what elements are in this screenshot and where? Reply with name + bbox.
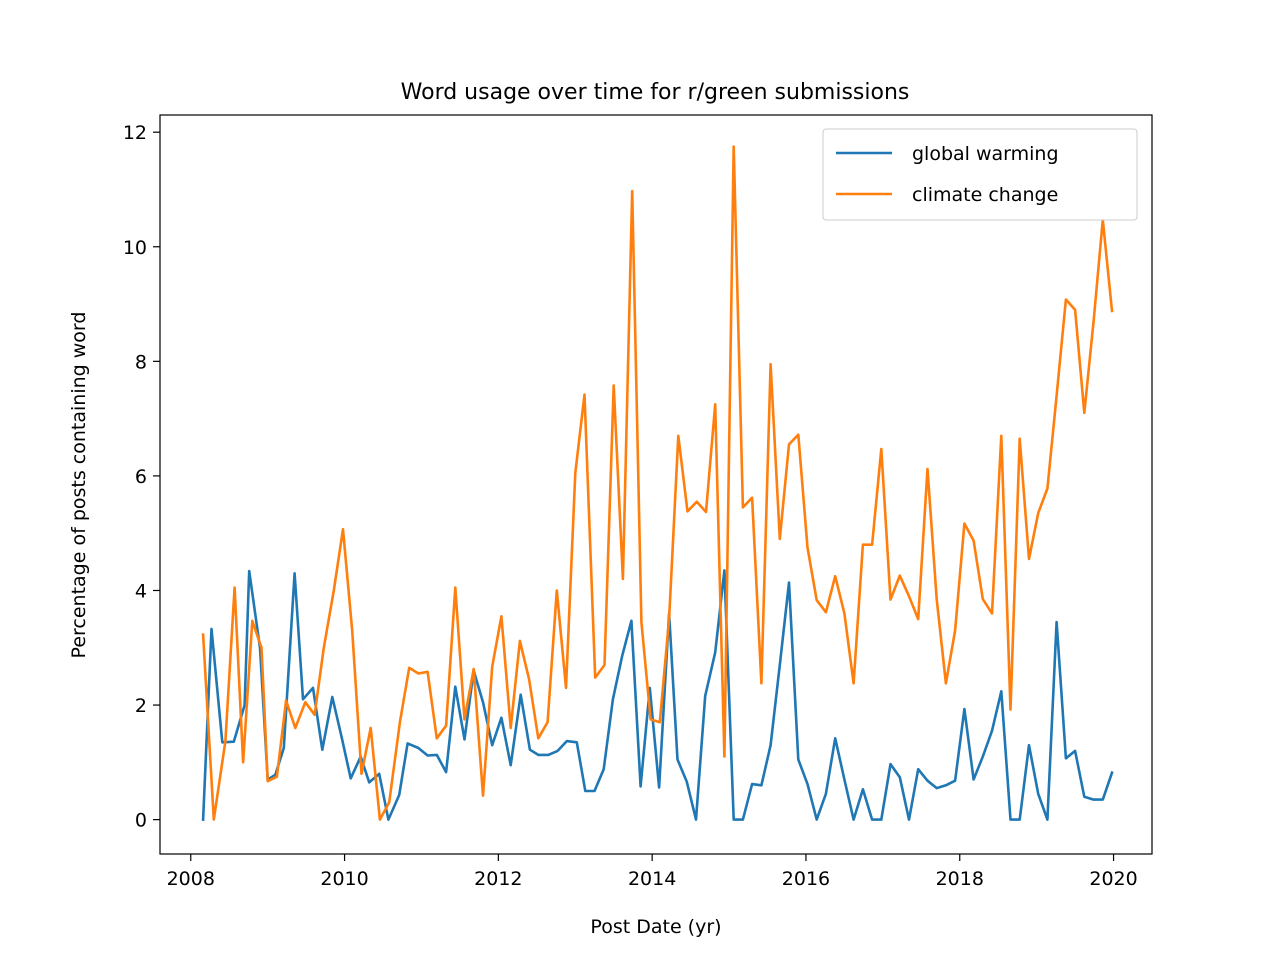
y-tick-label: 8 <box>135 351 147 373</box>
x-tick-label: 2018 <box>936 868 984 890</box>
x-tick-label: 2012 <box>474 868 522 890</box>
y-tick-label: 12 <box>123 122 147 144</box>
x-tick-label: 2016 <box>782 868 830 890</box>
x-axis-label: Post Date (yr) <box>590 916 721 938</box>
y-tick-label: 0 <box>135 810 147 832</box>
x-axis: 2008 2010 2012 2014 2016 2018 2020 <box>167 854 1138 890</box>
x-tick-label: 2008 <box>167 868 215 890</box>
y-axis-label: Percentage of posts containing word <box>68 312 90 659</box>
legend: global warming climate change <box>822 128 1138 221</box>
legend-box <box>822 128 1138 221</box>
series-line-climate-change <box>201 145 1114 821</box>
x-tick-label: 2010 <box>320 868 368 890</box>
x-tick-label: 2020 <box>1089 868 1137 890</box>
series-line-global-warming <box>201 569 1114 821</box>
y-tick-label: 10 <box>123 237 147 259</box>
legend-label-global-warming: global warming <box>912 143 1059 165</box>
plot-frame <box>159 114 1153 855</box>
chart-title: Word usage over time for r/green submiss… <box>401 80 910 105</box>
y-tick-label: 6 <box>135 466 147 488</box>
series-layer <box>201 145 1114 821</box>
y-axis: 0 2 4 6 8 10 12 <box>123 122 160 832</box>
y-tick-label: 4 <box>135 580 147 602</box>
x-tick-label: 2014 <box>628 868 676 890</box>
legend-label-climate-change: climate change <box>912 184 1058 206</box>
y-tick-label: 2 <box>135 695 147 717</box>
